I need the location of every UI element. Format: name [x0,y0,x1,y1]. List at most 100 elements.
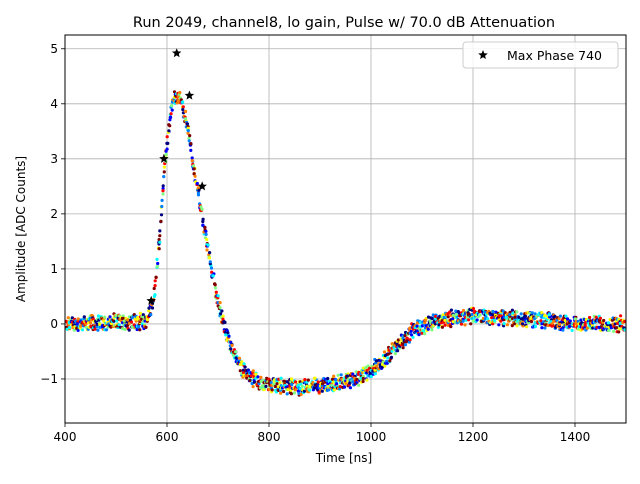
data-point [193,174,197,178]
data-point [98,322,102,326]
data-point [351,380,355,384]
data-point [420,331,424,335]
data-point [162,165,166,169]
data-point [504,315,509,319]
data-point [279,391,283,395]
data-point [184,117,188,121]
data-point [327,388,331,392]
data-point [153,279,157,283]
data-point [530,311,534,315]
data-point [242,362,246,366]
y-tick-label: 0 [50,317,58,331]
data-point [206,243,210,247]
data-point [153,284,157,288]
data-point [205,238,209,242]
x-tick-label: 800 [258,430,281,444]
data-point [201,219,205,224]
data-point [162,175,166,179]
data-point [335,382,339,386]
data-point [365,378,369,382]
data-point [89,324,93,328]
y-tick-label: 1 [50,262,58,276]
x-tick-label: 1400 [560,430,591,444]
data-point [238,369,242,373]
data-point [513,315,517,319]
data-point [416,329,420,333]
data-point [426,327,430,331]
data-point [157,238,161,242]
data-point [345,374,350,378]
data-point [187,136,191,140]
data-point [434,314,438,318]
data-point [619,314,623,318]
data-point [186,129,190,133]
y-tick-label: 2 [50,207,58,221]
data-point [172,90,177,94]
data-point [149,313,153,317]
data-point [423,332,427,336]
data-point [443,318,447,322]
data-point [155,264,159,268]
data-point [117,323,121,327]
data-point [248,378,252,383]
data-point [449,325,453,329]
data-point [168,118,172,122]
data-point [186,131,190,135]
data-point [607,328,611,333]
data-point [122,319,126,323]
data-point [405,336,409,340]
data-point [308,388,312,392]
data-point [170,104,174,108]
data-point [354,370,358,374]
data-point [417,333,421,337]
data-point [108,315,112,319]
x-tick-label: 600 [156,430,179,444]
data-point [76,317,80,321]
data-point [270,388,274,392]
x-axis-label: Time [ns] [315,451,372,465]
data-point [251,369,255,373]
data-point [305,384,309,388]
data-point [160,204,164,209]
data-point [204,232,208,236]
legend: Max Phase 740 [462,41,619,69]
x-tick-label: 1200 [458,430,489,444]
data-point [389,355,394,359]
data-point [189,142,193,146]
data-point [338,385,342,389]
max-phase-star [184,90,195,100]
data-point [588,315,592,320]
data-point [155,257,159,261]
data-point [613,322,617,326]
data-point [594,315,598,319]
data-point [76,328,80,332]
data-point [293,380,298,384]
data-point [213,286,217,290]
data-point [519,312,523,316]
data-point [237,356,241,360]
data-point [471,307,476,311]
data-point [219,312,223,316]
data-point [525,325,529,329]
data-point [161,189,165,193]
data-point [208,260,212,264]
data-point [70,316,74,320]
data-point [373,368,377,372]
data-point [361,379,365,384]
data-point [472,316,476,320]
x-axis-ticks: 400 600 800 1000 1200 1400 [54,423,591,444]
data-point [565,317,570,321]
data-point [192,172,196,176]
data-point [330,383,334,388]
data-point [348,386,352,390]
data-point [497,323,501,327]
data-point [208,251,212,255]
data-point [75,322,79,326]
data-point [617,327,622,331]
data-point [591,326,595,330]
data-point [539,319,543,323]
data-point [375,364,379,368]
data-point [540,326,544,330]
data-point [590,324,595,328]
data-point [306,378,310,382]
